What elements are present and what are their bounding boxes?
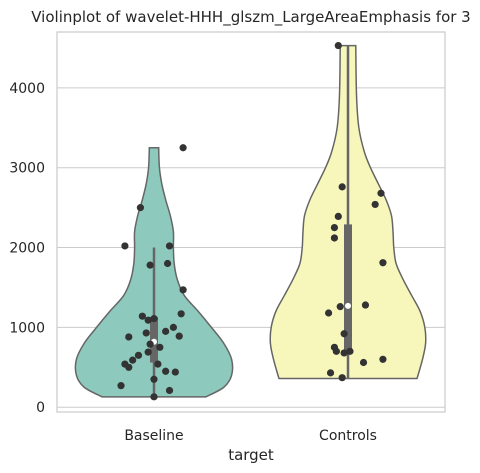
data-point — [117, 382, 125, 390]
data-point — [150, 314, 158, 323]
box-median — [345, 302, 351, 309]
data-point — [332, 347, 340, 355]
data-point — [165, 386, 174, 395]
y-tick-label: 1000 — [9, 320, 45, 336]
data-point — [171, 368, 179, 376]
x-tick-label: Baseline — [124, 428, 183, 444]
data-point — [121, 242, 129, 250]
data-point — [165, 242, 174, 250]
data-point — [125, 363, 133, 371]
data-point — [326, 369, 335, 377]
box-plots — [150, 45, 352, 397]
data-point — [336, 303, 344, 311]
x-tick-labels: Baseline Controls — [124, 428, 377, 444]
data-point — [144, 316, 152, 324]
data-point — [361, 301, 370, 309]
data-point — [359, 358, 368, 367]
data-point — [379, 259, 387, 267]
data-point — [334, 212, 342, 221]
plot-frame — [56, 31, 446, 413]
data-point — [150, 375, 158, 383]
data-point — [330, 234, 339, 242]
data-point — [346, 347, 354, 355]
data-point — [146, 340, 154, 348]
data-point — [138, 312, 146, 320]
data-point — [340, 330, 348, 338]
x-tick-label: Controls — [319, 428, 377, 444]
data-point — [334, 41, 342, 50]
data-point — [177, 310, 185, 318]
data-point — [162, 367, 170, 375]
data-point — [330, 223, 339, 232]
data-point — [175, 332, 183, 340]
violins — [74, 44, 427, 398]
data-point — [156, 343, 164, 351]
data-point — [377, 189, 385, 197]
data-point — [125, 333, 133, 341]
data-point — [144, 348, 152, 356]
x-axis-label: target — [228, 446, 274, 464]
data-point — [136, 204, 145, 212]
y-tick-label: 4000 — [9, 81, 45, 97]
data-point — [338, 183, 346, 191]
y-tick-label: 3000 — [9, 161, 45, 177]
data-point — [179, 286, 187, 294]
y-tick-label: 2000 — [9, 241, 45, 257]
data-point — [169, 323, 177, 331]
data-point — [179, 144, 187, 152]
data-point — [371, 200, 379, 209]
data-point — [146, 261, 154, 269]
box-iqr — [344, 224, 352, 353]
data-point — [338, 374, 346, 382]
data-point — [142, 329, 150, 337]
data-point — [325, 309, 333, 317]
data-point — [163, 259, 172, 268]
data-point — [129, 356, 137, 364]
data-points — [117, 41, 387, 401]
data-point — [154, 360, 162, 368]
data-point — [340, 349, 348, 357]
chart-title: Violinplot of wavelet-HHH_glszm_LargeAre… — [31, 8, 470, 27]
data-point — [379, 355, 387, 363]
data-point — [150, 393, 158, 401]
data-point — [134, 351, 143, 359]
y-tick-labels: 0 1000 2000 3000 4000 — [9, 81, 45, 416]
data-point — [162, 327, 170, 335]
y-tick-label: 0 — [36, 400, 45, 416]
